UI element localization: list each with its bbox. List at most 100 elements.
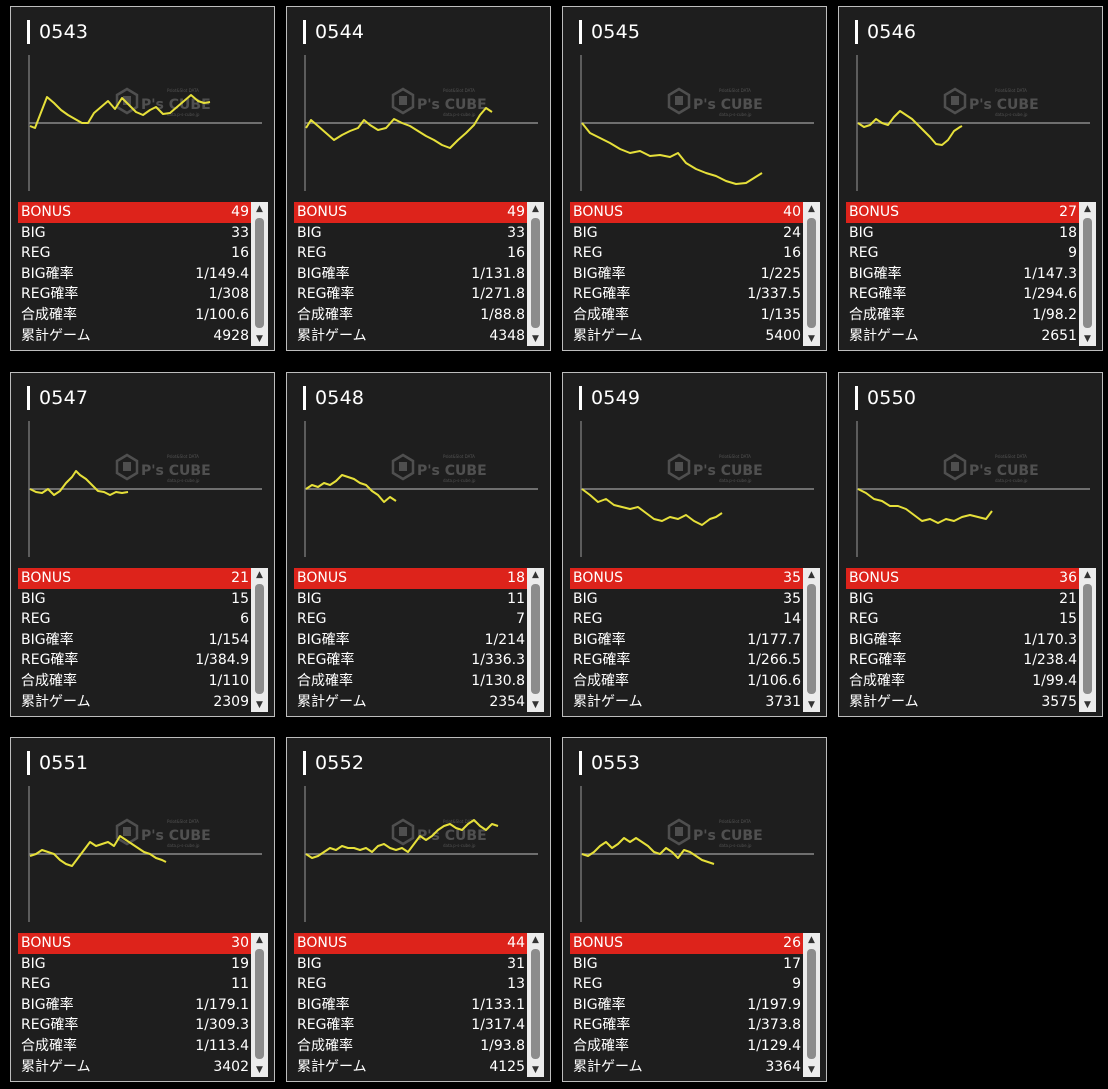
scroll-up-arrow-icon[interactable]: ▲ — [808, 204, 815, 214]
stat-label: BIG確率 — [573, 996, 626, 1013]
machine-card-0553[interactable]: 0553 P's CUBE Pslot&Slot DATA data.p-s-cube… — [562, 737, 827, 1082]
stats-scrollbar[interactable]: ▲ ▼ — [1079, 568, 1096, 712]
stat-label: 累計ゲーム — [297, 1058, 367, 1075]
scroll-down-arrow-icon[interactable]: ▼ — [532, 1065, 539, 1075]
scroll-up-arrow-icon[interactable]: ▲ — [256, 935, 263, 945]
stat-value: 1/130.8 — [471, 672, 525, 689]
scroll-up-arrow-icon[interactable]: ▲ — [532, 570, 539, 580]
stats-scrollbar[interactable]: ▲ ▼ — [251, 202, 268, 346]
stat-label: REG — [297, 976, 327, 993]
stats-scrollbar[interactable]: ▲ ▼ — [803, 202, 820, 346]
scroll-up-arrow-icon[interactable]: ▲ — [808, 570, 815, 580]
stat-value: 1/177.7 — [747, 631, 801, 648]
stat-row-reg: REG 13 — [294, 974, 527, 995]
stat-label: BONUS — [21, 204, 71, 220]
scroll-down-arrow-icon[interactable]: ▼ — [532, 334, 539, 344]
header-accent-bar — [27, 20, 30, 44]
stat-row-big-rate: BIG確率 1/225 — [570, 264, 803, 285]
stat-label: 累計ゲーム — [573, 693, 643, 710]
slump-graph: P's CUBE Pslot&Slot DATA data.p-s-cube.jp — [304, 55, 538, 191]
machine-number: 0553 — [591, 752, 641, 774]
stat-label: REG — [849, 245, 879, 262]
stats-scrollbar[interactable]: ▲ ▼ — [803, 568, 820, 712]
stat-row-reg-rate: REG確率 1/294.6 — [846, 284, 1079, 305]
stat-label: 合成確率 — [573, 1037, 629, 1054]
scroll-thumb[interactable] — [255, 218, 264, 328]
stat-row-total-rate: 合成確率 1/110 — [18, 671, 251, 692]
stat-label: 合成確率 — [849, 306, 905, 323]
stat-value: 35 — [783, 570, 801, 586]
scroll-thumb[interactable] — [807, 584, 816, 694]
scroll-down-arrow-icon[interactable]: ▼ — [1084, 334, 1091, 344]
machine-card-0544[interactable]: 0544 P's CUBE Pslot&Slot DATA data.p-s-cube… — [286, 6, 551, 351]
scroll-thumb[interactable] — [1083, 584, 1092, 694]
stats-scrollbar[interactable]: ▲ ▼ — [527, 202, 544, 346]
scroll-down-arrow-icon[interactable]: ▼ — [1084, 700, 1091, 710]
scroll-down-arrow-icon[interactable]: ▼ — [256, 1065, 263, 1075]
stat-label: BIG — [849, 590, 874, 607]
machine-card-0550[interactable]: 0550 P's CUBE Pslot&Slot DATA data.p-s-cube… — [838, 372, 1103, 717]
stats-scrollbar[interactable]: ▲ ▼ — [803, 933, 820, 1077]
machine-card-0547[interactable]: 0547 P's CUBE Pslot&Slot DATA data.p-s-cube… — [10, 372, 275, 717]
scroll-thumb[interactable] — [1083, 218, 1092, 328]
machine-card-0548[interactable]: 0548 P's CUBE Pslot&Slot DATA data.p-s-cube… — [286, 372, 551, 717]
stats-scrollbar[interactable]: ▲ ▼ — [527, 568, 544, 712]
svg-text:P's CUBE: P's CUBE — [141, 828, 211, 844]
svg-text:P's CUBE: P's CUBE — [693, 97, 763, 113]
scroll-up-arrow-icon[interactable]: ▲ — [256, 204, 263, 214]
svg-text:data.p-s-cube.jp: data.p-s-cube.jp — [719, 112, 752, 117]
scroll-down-arrow-icon[interactable]: ▼ — [808, 334, 815, 344]
stat-label: BIG確率 — [297, 265, 350, 282]
scroll-up-arrow-icon[interactable]: ▲ — [532, 204, 539, 214]
stats-scrollbar[interactable]: ▲ ▼ — [1079, 202, 1096, 346]
stat-row-games: 累計ゲーム 4125 — [294, 1057, 527, 1078]
stats-scrollbar[interactable]: ▲ ▼ — [251, 933, 268, 1077]
stat-label: 合成確率 — [297, 306, 353, 323]
stat-value: 40 — [783, 204, 801, 220]
stat-row-big: BIG 17 — [570, 954, 803, 975]
machine-card-0552[interactable]: 0552 P's CUBE Pslot&Slot DATA data.p-s-cube… — [286, 737, 551, 1082]
stat-label: REG — [573, 611, 603, 628]
stat-label: BONUS — [849, 204, 899, 220]
stat-value: 4348 — [489, 327, 525, 344]
stat-row-reg: REG 15 — [846, 609, 1079, 630]
scroll-thumb[interactable] — [255, 949, 264, 1059]
header-accent-bar — [303, 386, 306, 410]
stat-row-total-rate: 合成確率 1/88.8 — [294, 305, 527, 326]
card-header: 0550 — [855, 386, 916, 410]
scroll-thumb[interactable] — [255, 584, 264, 694]
svg-text:Pslot&Slot DATA: Pslot&Slot DATA — [719, 454, 751, 459]
scroll-down-arrow-icon[interactable]: ▼ — [532, 700, 539, 710]
scroll-down-arrow-icon[interactable]: ▼ — [256, 334, 263, 344]
slump-graph: P's CUBE Pslot&Slot DATA data.p-s-cube.jp — [28, 786, 262, 922]
stat-value: 1/147.3 — [1023, 265, 1077, 282]
scroll-up-arrow-icon[interactable]: ▲ — [256, 570, 263, 580]
svg-text:Pslot&Slot DATA: Pslot&Slot DATA — [443, 454, 475, 459]
scroll-down-arrow-icon[interactable]: ▼ — [808, 700, 815, 710]
scroll-thumb[interactable] — [531, 949, 540, 1059]
machine-card-0545[interactable]: 0545 P's CUBE Pslot&Slot DATA data.p-s-cube… — [562, 6, 827, 351]
stat-row-bonus: BONUS 40 — [570, 202, 803, 223]
slump-line — [581, 837, 715, 865]
stat-label: BIG確率 — [849, 265, 902, 282]
stat-value: 1/93.8 — [480, 1037, 525, 1054]
machine-card-0549[interactable]: 0549 P's CUBE Pslot&Slot DATA data.p-s-cube… — [562, 372, 827, 717]
scroll-up-arrow-icon[interactable]: ▲ — [532, 935, 539, 945]
machine-card-0543[interactable]: 0543 P's CUBE Pslot&Slot DATA data.p-s-cube… — [10, 6, 275, 351]
stat-row-games: 累計ゲーム 3364 — [570, 1057, 803, 1078]
scroll-up-arrow-icon[interactable]: ▲ — [1084, 570, 1091, 580]
scroll-up-arrow-icon[interactable]: ▲ — [1084, 204, 1091, 214]
scroll-down-arrow-icon[interactable]: ▼ — [808, 1065, 815, 1075]
stats-scrollbar[interactable]: ▲ ▼ — [251, 568, 268, 712]
stats-scrollbar[interactable]: ▲ ▼ — [527, 933, 544, 1077]
scroll-thumb[interactable] — [531, 584, 540, 694]
scroll-up-arrow-icon[interactable]: ▲ — [808, 935, 815, 945]
machine-card-0546[interactable]: 0546 P's CUBE Pslot&Slot DATA data.p-s-cube… — [838, 6, 1103, 351]
scroll-thumb[interactable] — [807, 949, 816, 1059]
scroll-thumb[interactable] — [531, 218, 540, 328]
scroll-down-arrow-icon[interactable]: ▼ — [256, 700, 263, 710]
header-accent-bar — [27, 751, 30, 775]
scroll-thumb[interactable] — [807, 218, 816, 328]
slump-graph: P's CUBE Pslot&Slot DATA data.p-s-cube.jp — [856, 55, 1090, 191]
machine-card-0551[interactable]: 0551 P's CUBE Pslot&Slot DATA data.p-s-cube… — [10, 737, 275, 1082]
